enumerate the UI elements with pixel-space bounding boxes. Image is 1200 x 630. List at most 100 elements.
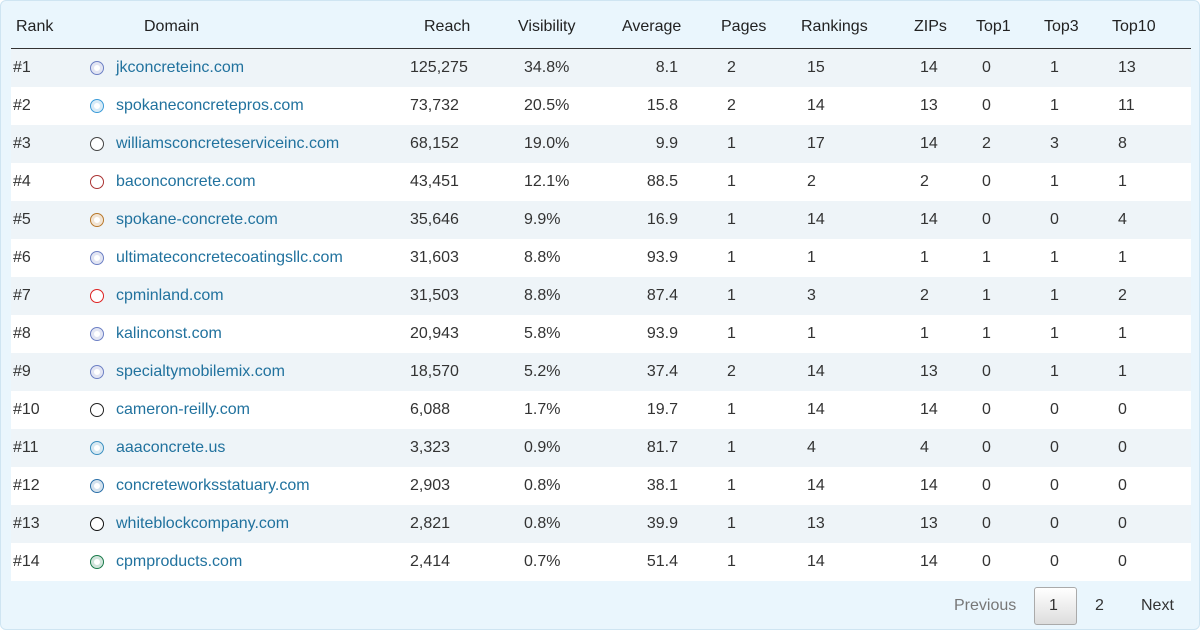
domain-link[interactable]: baconconcrete.com xyxy=(116,173,256,190)
table-cell: 8.8% xyxy=(524,287,561,304)
domain-link[interactable]: spokane-concrete.com xyxy=(116,211,278,228)
table-cell: #12 xyxy=(13,477,40,494)
table-cell: 13 xyxy=(807,515,825,532)
table-cell: #4 xyxy=(13,173,31,190)
table-row: #3 williamsconcreteserviceinc.com 68,152 19… xyxy=(11,125,1191,163)
table-cell: #5 xyxy=(13,211,31,228)
table-cell: 0 xyxy=(1118,515,1127,532)
column-header: Rankings xyxy=(801,18,868,35)
domain-link[interactable]: williamsconcreteserviceinc.com xyxy=(116,135,340,152)
table-cell: 2 xyxy=(920,287,929,304)
table-cell: 0.8% xyxy=(524,477,561,494)
table-cell: 51.4 xyxy=(646,553,678,570)
domain-link[interactable]: spokaneconcretepros.com xyxy=(116,97,304,114)
table-cell: 2 xyxy=(982,135,991,152)
column-header: Average xyxy=(622,18,682,35)
next-button[interactable]: Next xyxy=(1141,597,1174,614)
domain-link[interactable]: kalinconst.com xyxy=(116,325,222,342)
table-row: #8 kalinconst.com 20,943 5.8% 93.9 1 1 1 1 1 1 xyxy=(11,315,1191,353)
table-cell: 1 xyxy=(982,287,991,304)
favicon xyxy=(90,251,104,265)
table-cell: 13 xyxy=(920,97,938,114)
table-cell: 20,943 xyxy=(410,325,459,342)
table-cell: 35,646 xyxy=(410,211,459,228)
table-cell: 0 xyxy=(982,553,991,570)
table-cell: 88.5 xyxy=(646,173,678,190)
domain-link[interactable]: cpmproducts.com xyxy=(116,553,243,570)
table-cell: 0 xyxy=(982,97,991,114)
table-row: #12 concreteworksstatuary.com 2,903 0.8% 38.… xyxy=(11,467,1191,505)
table-cell: 1 xyxy=(727,515,736,532)
favicon xyxy=(90,99,104,113)
favicon xyxy=(90,175,104,189)
table-cell: 1 xyxy=(1050,325,1059,342)
table-cell: 8.8% xyxy=(524,249,561,266)
table-cell: 13 xyxy=(920,363,938,380)
domain-link[interactable]: jkconcreteinc.com xyxy=(116,59,245,76)
table-cell: 4 xyxy=(1118,211,1127,228)
table-cell: 1 xyxy=(1118,249,1127,266)
domain-link[interactable]: cameron-reilly.com xyxy=(116,401,250,418)
table-cell: 1 xyxy=(1118,363,1127,380)
table-cell: 81.7 xyxy=(646,439,678,456)
table-cell: 3 xyxy=(1050,135,1059,152)
table-cell: 1 xyxy=(920,325,929,342)
table-cell: 9.9% xyxy=(524,211,561,228)
table-cell: 2 xyxy=(727,363,736,380)
table-cell: 1 xyxy=(727,211,736,228)
previous-button[interactable]: Previous xyxy=(954,597,1017,614)
domain-link[interactable]: ultimateconcretecoatingsllc.com xyxy=(116,249,343,266)
table-cell: 14 xyxy=(920,59,938,76)
table-cell: 3 xyxy=(807,287,816,304)
favicon xyxy=(90,289,104,303)
domain-link[interactable]: specialtymobilemix.com xyxy=(116,363,285,380)
column-header: Domain xyxy=(144,18,200,35)
table-cell: #3 xyxy=(13,135,31,152)
table-cell: 8 xyxy=(1118,135,1127,152)
table-cell: 0 xyxy=(982,439,991,456)
table-cell: 1 xyxy=(727,287,736,304)
table-row: #6 ultimateconcretecoatingsllc.com 31,603 8… xyxy=(11,239,1191,277)
table-cell: 1 xyxy=(1118,325,1127,342)
domain-link[interactable]: concreteworksstatuary.com xyxy=(116,477,310,494)
table-cell: 125,275 xyxy=(410,59,468,76)
table-cell: 11 xyxy=(1118,97,1135,114)
favicon xyxy=(90,61,104,75)
table-cell: 1 xyxy=(727,325,736,342)
table-row: #13 whiteblockcompany.com 2,821 0.8% 39.9 1 13… xyxy=(11,505,1191,543)
favicon xyxy=(90,403,104,417)
column-header: Top1 xyxy=(976,18,1011,35)
table-cell: 73,732 xyxy=(410,97,459,114)
table-cell: 0.9% xyxy=(524,439,561,456)
table-cell: 0 xyxy=(982,477,991,494)
table-cell: 0 xyxy=(1050,553,1059,570)
table-cell: 2,903 xyxy=(410,477,451,494)
table-cell: 0 xyxy=(1118,401,1127,418)
table-cell: 39.9 xyxy=(646,515,678,532)
table-row: #1 jkconcreteinc.com 125,275 34.8% 8.1 2 15 14 0… xyxy=(11,49,1191,87)
domain-link[interactable]: cpminland.com xyxy=(116,287,224,304)
table-cell: 0 xyxy=(1050,477,1059,494)
table-cell: 5.2% xyxy=(524,363,561,380)
table-row: #10 cameron-reilly.com 6,088 1.7% 19.7 1 14 14 0… xyxy=(11,391,1191,429)
domain-link[interactable]: aaaconcrete.us xyxy=(116,439,226,456)
table-cell: 19.0% xyxy=(524,135,570,152)
domain-link[interactable]: whiteblockcompany.com xyxy=(116,515,290,532)
table-cell: 1 xyxy=(1050,363,1059,380)
table-cell: 16.9 xyxy=(646,211,678,228)
table-cell: #11 xyxy=(13,439,39,456)
table-cell: 14 xyxy=(807,211,825,228)
table-cell: 0.8% xyxy=(524,515,561,532)
table-cell: 93.9 xyxy=(646,325,678,342)
table-cell: 2,414 xyxy=(410,553,451,570)
table-cell: 18,570 xyxy=(410,363,459,380)
table-cell: 0 xyxy=(1118,553,1127,570)
table-cell: #7 xyxy=(13,287,31,304)
table-cell: 1 xyxy=(982,249,991,266)
page-button[interactable]: 1 xyxy=(1049,597,1058,614)
table-cell: 0 xyxy=(982,515,991,532)
page-button[interactable]: 2 xyxy=(1095,597,1104,614)
table-row: #9 specialtymobilemix.com 18,570 5.2% 37.4 2 1… xyxy=(11,353,1191,391)
table-cell: 0 xyxy=(982,59,991,76)
